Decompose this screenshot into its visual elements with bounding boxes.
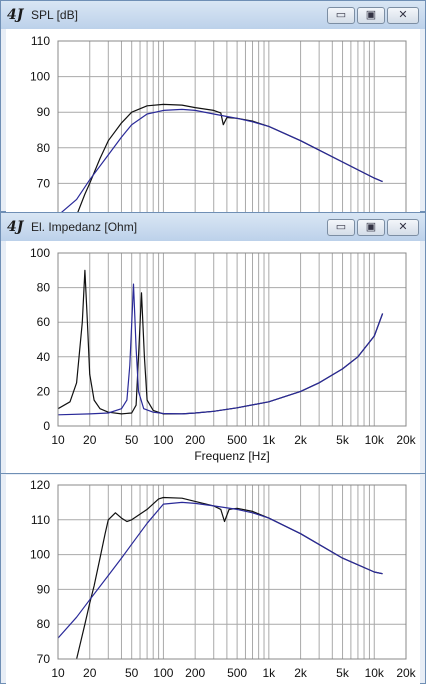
spl-plot-area: 70 80 90 100 110	[6, 29, 420, 212]
x-tick-label: 200	[185, 433, 205, 447]
series-line-0	[58, 269, 384, 415]
y-tick-label: 80	[37, 617, 51, 631]
restore-button[interactable]: ▣	[357, 7, 385, 24]
close-button[interactable]: ✕	[387, 219, 419, 236]
x-tick-label: 500	[227, 666, 247, 680]
y-tick-label: 20	[37, 384, 51, 398]
y-tick-label: 110	[31, 34, 50, 48]
x-tick-label: 50	[125, 666, 139, 680]
x-tick-label: 200	[185, 666, 205, 680]
y-tick-label: 60	[37, 315, 51, 329]
series-line-0	[76, 496, 383, 659]
x-tick-label: 10k	[365, 666, 385, 680]
impedance-window-title: El. Impedanz [Ohm]	[31, 220, 138, 234]
y-tick-label: 70	[37, 176, 51, 190]
x-tick-label: 20	[83, 666, 97, 680]
plot-frame	[57, 40, 407, 212]
spl-total-plot-area: 70 80 90 100 110 120 10 20 50 100 200 500 1k 2k 5k 10k 2…	[6, 475, 420, 684]
x-tick-label: 100	[153, 433, 173, 447]
x-tick-label: 10	[51, 666, 65, 680]
x-tick-label: 10	[51, 433, 65, 447]
series-line-1	[61, 108, 383, 212]
x-tick-label: 2k	[294, 433, 308, 447]
spl-titlebar[interactable]: 4J SPL [dB] ▭ ▣ ✕	[1, 1, 425, 29]
y-tick-label: 100	[30, 246, 50, 260]
y-tick-label: 90	[37, 582, 51, 596]
x-tick-label: 500	[227, 433, 247, 447]
restore-button[interactable]: ▣	[357, 219, 385, 236]
y-tick-label: 0	[43, 419, 50, 433]
x-tick-label: 100	[153, 666, 173, 680]
series-line-0	[77, 103, 383, 212]
series-line-1	[58, 501, 383, 639]
spl-window: 4J SPL [dB] ▭ ▣ ✕ 70 80 90 100 110	[0, 0, 426, 212]
x-tick-label: 1k	[262, 666, 276, 680]
x-tick-label: 10k	[365, 433, 385, 447]
spl-total-chart: 70 80 90 100 110 120 10 20 50 100 200 500 1k 2k 5k 10k 2…	[30, 478, 417, 680]
impedance-plot-area: 0 20 40 60 80 100 10 20 50 100 200 500 1k 2k 5k 10k 20k F…	[6, 241, 420, 473]
app-logo-icon: 4J	[7, 219, 24, 235]
y-tick-label: 110	[31, 513, 50, 527]
y-tick-label: 120	[30, 478, 50, 492]
x-tick-label: 1k	[262, 433, 276, 447]
x-tick-label: 20k	[396, 433, 416, 447]
y-tick-label: 100	[30, 548, 50, 562]
x-tick-label: 5k	[336, 433, 350, 447]
spl-total-window: 70 80 90 100 110 120 10 20 50 100 200 500 1k 2k 5k 10k 2…	[0, 470, 426, 684]
minimize-button[interactable]: ▭	[327, 219, 355, 236]
minimize-button[interactable]: ▭	[327, 7, 355, 24]
impedance-window: 4J El. Impedanz [Ohm] ▭ ▣ ✕ 0 20 40 60 80 100…	[0, 212, 426, 474]
impedance-chart: 0 20 40 60 80 100 10 20 50 100 200 500 1k 2k 5k 10k 20k F…	[30, 246, 417, 463]
y-tick-label: 100	[30, 70, 50, 84]
app-logo-icon: 4J	[7, 7, 24, 23]
y-tick-label: 70	[37, 652, 51, 666]
close-button[interactable]: ✕	[387, 7, 419, 24]
x-tick-label: 2k	[294, 666, 308, 680]
y-tick-label: 80	[37, 141, 51, 155]
y-tick-label: 80	[37, 281, 51, 295]
x-tick-label: 20	[83, 433, 97, 447]
x-axis-label: Frequenz [Hz]	[194, 449, 269, 463]
impedance-titlebar[interactable]: 4J El. Impedanz [Ohm] ▭ ▣ ✕	[1, 213, 425, 241]
spl-chart: 70 80 90 100 110	[30, 34, 407, 212]
spl-window-title: SPL [dB]	[31, 8, 78, 22]
plot-frame	[57, 252, 407, 427]
y-tick-label: 40	[37, 350, 51, 364]
x-tick-label: 5k	[336, 666, 350, 680]
series-line-1	[58, 283, 384, 416]
x-tick-label: 20k	[396, 666, 416, 680]
x-tick-label: 50	[125, 433, 139, 447]
y-tick-label: 90	[37, 105, 51, 119]
plot-frame	[57, 484, 407, 660]
